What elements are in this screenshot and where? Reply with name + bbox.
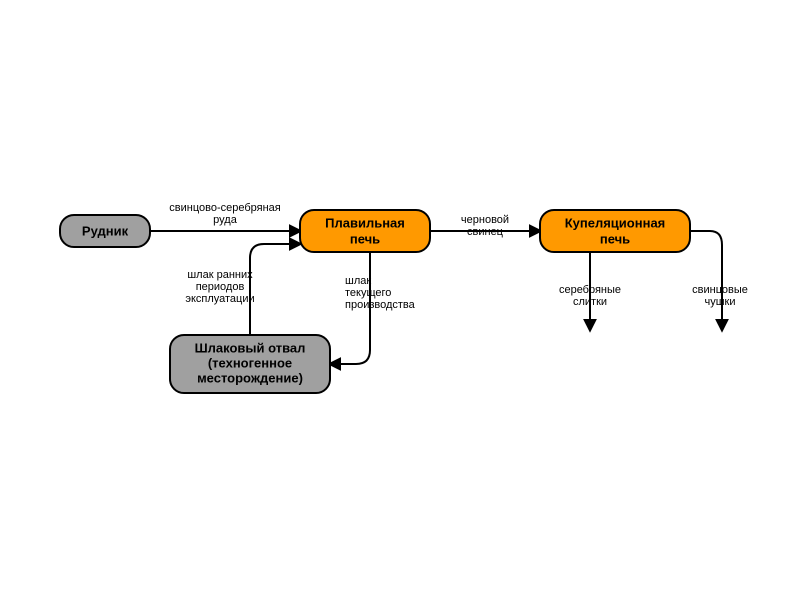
- label-ore: свинцово-серебряная руда: [169, 202, 281, 226]
- edge-lead: [690, 231, 722, 330]
- svg-text:свинцовые: свинцовые: [692, 284, 748, 296]
- svg-text:шлак: шлак: [345, 275, 371, 287]
- node-cupel: Купеляционная печь: [540, 210, 690, 252]
- svg-text:эксплуатации: эксплуатации: [185, 293, 254, 305]
- node-cupel-label-2: печь: [600, 231, 630, 246]
- svg-text:периодов: периодов: [196, 281, 245, 293]
- svg-text:черновой: черновой: [461, 214, 509, 226]
- label-cur-slag: шлак текущего производства: [345, 275, 416, 311]
- svg-text:текущего: текущего: [345, 287, 391, 299]
- svg-text:серебряные: серебряные: [559, 284, 621, 296]
- node-mine: Рудник: [60, 215, 150, 247]
- svg-text:производства: производства: [345, 299, 416, 311]
- node-dump-label-3: месторождение): [197, 370, 303, 385]
- svg-text:свинцово-серебряная: свинцово-серебряная: [169, 202, 281, 214]
- label-silver: серебряные слитки: [559, 284, 621, 308]
- label-old-slag: шлак ранних периодов эксплуатации: [185, 269, 254, 305]
- svg-text:шлак ранних: шлак ранних: [187, 269, 253, 281]
- svg-text:свинец: свинец: [467, 226, 504, 238]
- node-smelter: Плавильная печь: [300, 210, 430, 252]
- node-mine-label: Рудник: [82, 223, 129, 238]
- svg-text:чушки: чушки: [704, 296, 735, 308]
- node-smelter-label-2: печь: [350, 231, 380, 246]
- node-dump-label-1: Шлаковый отвал: [195, 340, 306, 355]
- svg-text:слитки: слитки: [573, 296, 607, 308]
- node-smelter-label-1: Плавильная: [325, 215, 405, 230]
- node-cupel-label-1: Купеляционная: [565, 215, 666, 230]
- label-blacklead: черновой свинец: [461, 214, 509, 238]
- node-dump: Шлаковый отвал (техногенное месторождени…: [170, 335, 330, 393]
- label-lead: свинцовые чушки: [692, 284, 748, 308]
- svg-text:руда: руда: [213, 214, 238, 226]
- edge-old-slag: [250, 244, 300, 335]
- node-dump-label-2: (техногенное: [208, 355, 292, 370]
